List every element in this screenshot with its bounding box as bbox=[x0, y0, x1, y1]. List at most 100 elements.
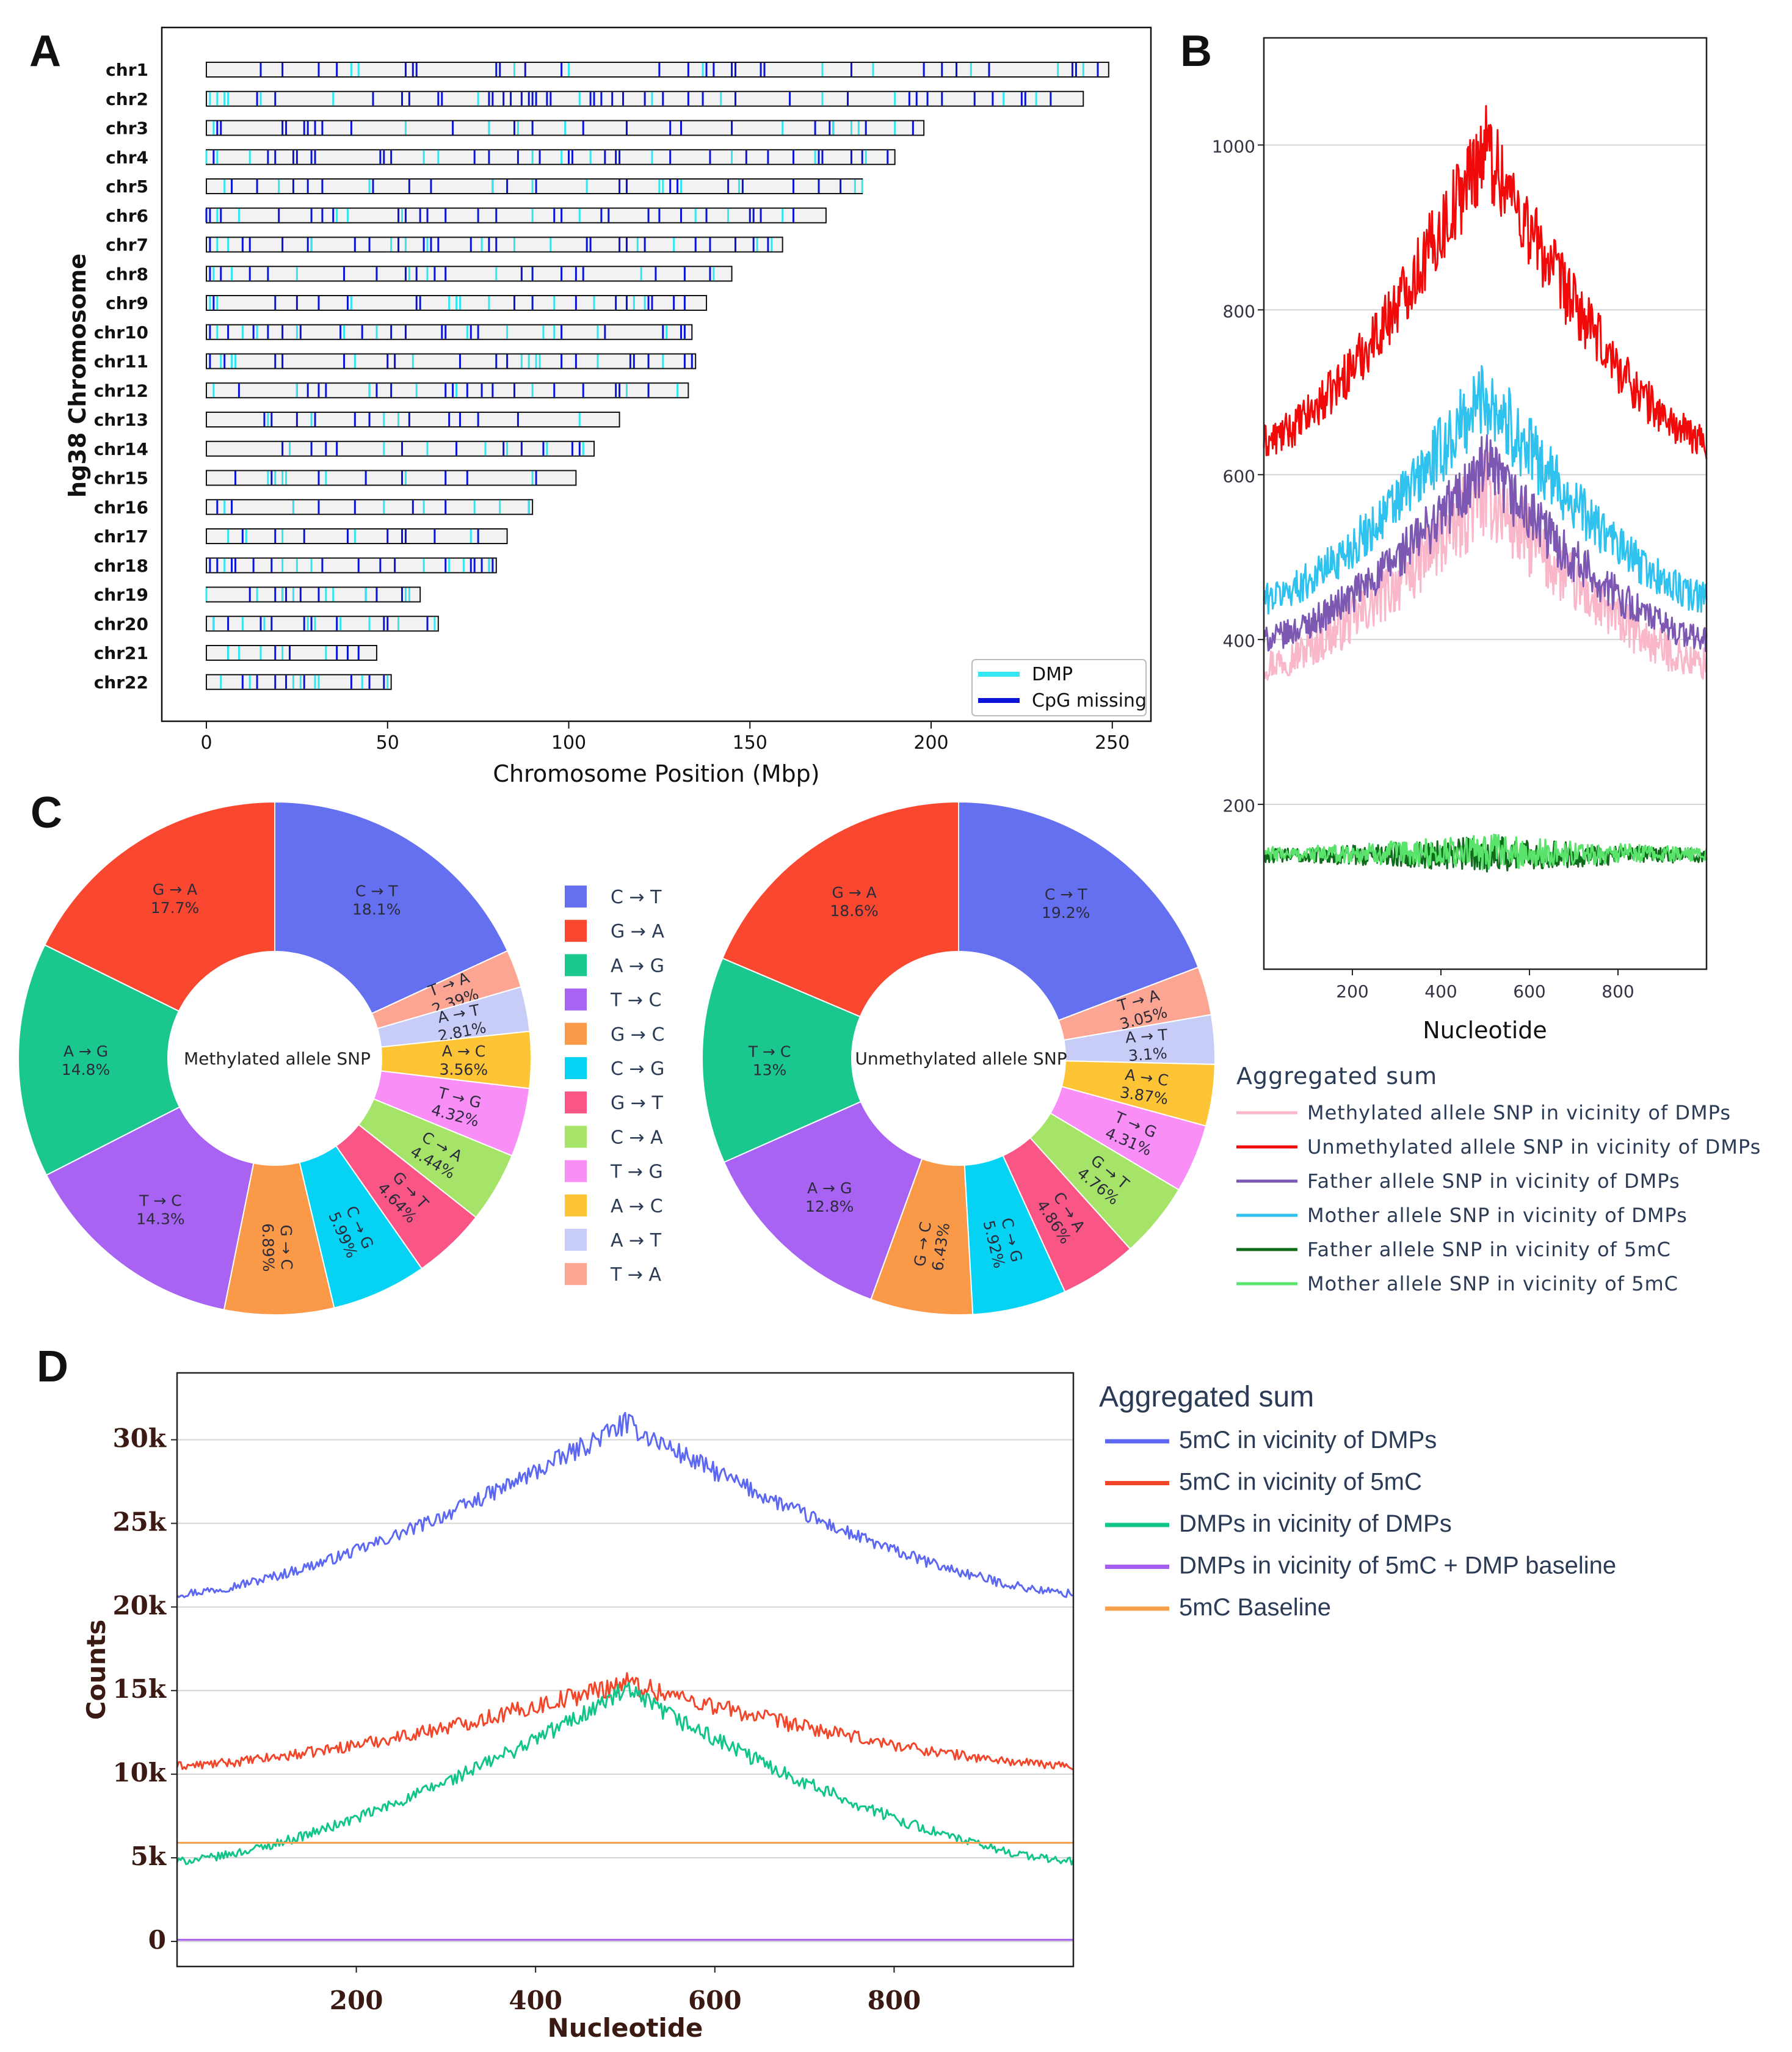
pie-slice-label-line: 14.8% bbox=[62, 1061, 110, 1079]
panel-b-frame bbox=[1263, 37, 1708, 970]
pie-slice-label: T → C 13% bbox=[748, 1042, 791, 1079]
legend-label: A → G bbox=[611, 955, 664, 977]
legend-label: G → A bbox=[611, 921, 664, 942]
chromosome-bar bbox=[206, 440, 595, 457]
series-line bbox=[176, 1681, 1075, 1866]
chromosome-label: chr21 bbox=[94, 643, 148, 663]
chromosome-bar bbox=[206, 499, 534, 515]
chromosome-bar bbox=[206, 674, 392, 690]
pie-slice-label: A → G 14.8% bbox=[62, 1042, 110, 1079]
pie-slice-label-line: 6.89% bbox=[259, 1223, 277, 1272]
panel-a-chromosome-map: chr1 chr2 chr3 chr4 chr5 chr6 chr7 chr8 chr9 chr1… bbox=[64, 26, 1152, 787]
legend-label: 5mC in vicinity of DMPs bbox=[1179, 1427, 1437, 1454]
legend-label: Mother allele SNP in vicinity of 5mC bbox=[1307, 1272, 1678, 1295]
legend-label: Methylated allele SNP in vicinity of DMP… bbox=[1307, 1101, 1731, 1124]
chromosome-bar bbox=[206, 616, 439, 632]
legend-label: DMPs in vicinity of 5mC + DMP baseline bbox=[1179, 1552, 1616, 1579]
pie-slice-label: G → A 17.7% bbox=[151, 881, 199, 917]
pie-slice-label-line: A → G bbox=[63, 1042, 108, 1060]
pie-slice-label-line: T → C bbox=[139, 1192, 182, 1210]
pie-slice-label-line: 12.8% bbox=[805, 1198, 854, 1215]
chromosome-bar bbox=[206, 645, 377, 661]
pie-hole bbox=[852, 951, 1065, 1165]
legend-label: Mother allele SNP in vicinity of DMPs bbox=[1307, 1204, 1688, 1227]
pie-slice-label-line: A → G bbox=[807, 1179, 852, 1197]
pie-slice-label-line: G → C bbox=[277, 1224, 296, 1270]
y-tick-label: 25k bbox=[112, 1507, 166, 1537]
chromosome-label: chr20 bbox=[94, 614, 148, 634]
y-tick-label: 15k bbox=[112, 1674, 166, 1704]
chromosome-bar bbox=[206, 353, 697, 369]
x-tick-label: 50 bbox=[376, 732, 399, 754]
series-lines bbox=[176, 1411, 1075, 1941]
pie-slice-label: G → C6.43% bbox=[910, 1219, 953, 1272]
x-tick-label: 600 bbox=[688, 1985, 742, 2015]
chromosome-bar bbox=[206, 178, 863, 194]
pie-slice-label-line: A → T bbox=[1125, 1026, 1169, 1047]
legend-swatch bbox=[565, 1126, 587, 1148]
chromosome-label: chr8 bbox=[106, 264, 148, 284]
legend-label: G → C bbox=[611, 1024, 664, 1046]
chromosome-bar bbox=[206, 324, 693, 340]
x-tick-label: 100 bbox=[551, 732, 586, 754]
y-axis-title: hg38 Chromosome bbox=[64, 253, 91, 498]
chromosome-label: chr9 bbox=[106, 293, 148, 313]
y-tick-label: 800 bbox=[1223, 301, 1255, 321]
x-tick-label: 600 bbox=[1513, 981, 1545, 1002]
pie-slice-label: A → G 12.8% bbox=[805, 1179, 854, 1215]
x-tick-label: 0 bbox=[200, 732, 212, 754]
y-axis-title: Counts bbox=[81, 1620, 111, 1720]
series-line bbox=[1263, 365, 1708, 615]
legend-label-dmp: DMP bbox=[1032, 664, 1073, 685]
panel-label-b: B bbox=[1180, 27, 1212, 76]
legend-swatch bbox=[565, 1194, 587, 1217]
pie-slice-label-line: C → T bbox=[1045, 886, 1087, 903]
chromosome-label: chr10 bbox=[94, 322, 148, 343]
chromosome-bar bbox=[206, 382, 689, 399]
legend-label: C → A bbox=[611, 1127, 663, 1148]
chromosome-label: chr22 bbox=[94, 672, 148, 693]
x-axis-title: Nucleotide bbox=[1423, 1017, 1547, 1044]
pie-slice-label: C → T 19.2% bbox=[1042, 886, 1090, 922]
legend-label: 5mC in vicinity of 5mC bbox=[1179, 1469, 1422, 1496]
pie-center-label: Methylated allele SNP bbox=[184, 1049, 371, 1069]
legend-swatch bbox=[565, 988, 587, 1011]
legend-swatch bbox=[565, 920, 587, 942]
series-lines bbox=[1263, 105, 1708, 873]
chromosome-label: chr13 bbox=[94, 410, 148, 430]
axis-ticks: 200 400 600 800 200 400 600 800 1000 bbox=[1212, 136, 1634, 1002]
chromosome-bar bbox=[206, 266, 733, 282]
x-tick-label: 400 bbox=[509, 1985, 562, 2015]
x-axis-title: Chromosome Position (Mbp) bbox=[493, 760, 819, 787]
chromosome-bars: chr1 chr2 chr3 chr4 chr5 chr6 chr7 chr8 chr9 chr1… bbox=[94, 60, 1109, 693]
legend-label-cpg: CpG missing bbox=[1032, 690, 1147, 711]
pie-slice-label-line: 19.2% bbox=[1042, 904, 1090, 922]
legend-label: Father allele SNP in vicinity of 5mC bbox=[1307, 1238, 1671, 1261]
legend-label: 5mC Baseline bbox=[1179, 1594, 1331, 1621]
pie-slice-label: A → C3.87% bbox=[1119, 1065, 1172, 1108]
legend-swatch bbox=[565, 954, 587, 977]
chromosome-bar bbox=[206, 207, 827, 224]
y-tick-label: 600 bbox=[1223, 466, 1255, 486]
pie-slice-label-line: C → T bbox=[355, 882, 398, 900]
y-tick-label: 10k bbox=[112, 1758, 166, 1788]
chromosome-bar bbox=[206, 557, 497, 573]
x-tick-label: 800 bbox=[868, 1985, 921, 2015]
legend-label: Unmethylated allele SNP in vicinity of D… bbox=[1307, 1135, 1761, 1159]
panel-label-c: C bbox=[31, 788, 62, 837]
series-line bbox=[1263, 105, 1708, 459]
legend-label: DMPs in vicinity of DMPs bbox=[1179, 1510, 1452, 1537]
legend-label: A → C bbox=[611, 1196, 663, 1217]
y-tick-label: 5k bbox=[131, 1841, 167, 1871]
legend-label: T → A bbox=[610, 1264, 662, 1286]
pie-slice-label: A → T3.1% bbox=[1125, 1026, 1170, 1065]
chromosome-label: chr16 bbox=[94, 497, 148, 517]
x-axis-title: Nucleotide bbox=[548, 2013, 703, 2043]
pie-slice-label: G → C6.89% bbox=[259, 1223, 296, 1272]
pie-slice-label: T → C 14.3% bbox=[136, 1192, 184, 1228]
pie-methylated: C → T 18.1%T → A2.39%A → T2.81%A → C 3.56%… bbox=[18, 801, 532, 1316]
legend-swatch bbox=[565, 1263, 587, 1286]
panel-label-a: A bbox=[29, 27, 61, 76]
